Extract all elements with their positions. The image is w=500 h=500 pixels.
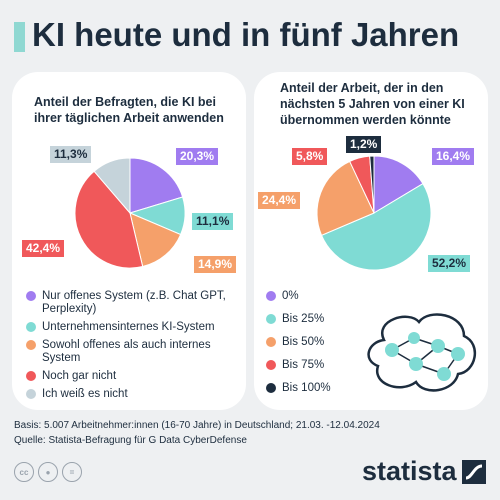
title-accent-bar xyxy=(14,22,25,52)
data-label: 5,8% xyxy=(292,148,328,165)
legend-label: Bis 50% xyxy=(282,336,325,348)
pie-slice xyxy=(369,155,375,214)
legend-label: Ich weiß es nicht xyxy=(42,388,128,400)
data-label: 42,4% xyxy=(22,240,65,257)
legend-item: Noch gar nicht xyxy=(26,370,241,383)
legend-label: Bis 100% xyxy=(282,382,331,394)
legend-label: Unternehmensinternes KI-System xyxy=(42,321,215,333)
legend-item: Unternehmensinternes KI-System xyxy=(26,321,241,334)
legend-label: Bis 75% xyxy=(282,359,325,371)
chart-title-left: Anteil der Befragten, die KI bei ihrer t… xyxy=(34,95,224,125)
legend-dot-icon xyxy=(26,371,36,381)
legend-dot-icon xyxy=(266,337,276,347)
data-label: 24,4% xyxy=(258,192,301,209)
legend-dot-icon xyxy=(26,389,36,399)
legend-label: Bis 25% xyxy=(282,313,325,325)
pie-slice xyxy=(129,157,184,214)
legend-dot-icon xyxy=(266,314,276,324)
data-label: 14,9% xyxy=(194,256,237,273)
pie-slice xyxy=(320,182,432,271)
cc-icon[interactable]: cc xyxy=(14,462,34,482)
pie-slice xyxy=(74,170,144,269)
license-icons: cc ● = xyxy=(14,462,82,482)
legend-item: Ich weiß es nicht xyxy=(26,388,241,401)
pie-chart-right xyxy=(316,155,432,271)
statista-logo[interactable]: statista xyxy=(362,456,457,486)
footer: Basis: 5.007 Arbeitnehmer:innen (16-70 J… xyxy=(14,418,494,448)
legend-item: Bis 25% xyxy=(266,313,481,326)
data-label: 20,3% xyxy=(176,148,219,165)
legend-item: Bis 50% xyxy=(266,336,481,349)
equals-icon[interactable]: = xyxy=(62,462,82,482)
data-label: 11,1% xyxy=(192,213,234,230)
chart-card-right: Anteil der Arbeit, der in den nächsten 5… xyxy=(254,72,488,410)
legend-dot-icon xyxy=(26,291,36,301)
pie-slice xyxy=(316,160,375,236)
legend-item: 0% xyxy=(266,290,481,303)
legend-item: Sowohl offenes als auch internes System xyxy=(26,339,241,365)
page-title: KI heute und in fünf Jahren xyxy=(32,16,460,53)
chart-card-left: Anteil der Befragten, die KI bei ihrer t… xyxy=(12,72,246,410)
legend-left: Nur offenes System (z.B. Chat GPT, Perpl… xyxy=(26,290,241,406)
legend-label: Sowohl offenes als auch internes System xyxy=(42,339,211,364)
legend-dot-icon xyxy=(266,291,276,301)
legend-label: Noch gar nicht xyxy=(42,370,117,382)
legend-label: Nur offenes System (z.B. Chat GPT, Perpl… xyxy=(42,290,226,315)
legend-dot-icon xyxy=(266,360,276,370)
data-label: 1,2% xyxy=(346,136,382,153)
brain-network-icon xyxy=(367,313,477,392)
legend-label: 0% xyxy=(282,290,299,302)
legend-item: Nur offenes System (z.B. Chat GPT, Perpl… xyxy=(26,290,241,316)
data-label: 52,2% xyxy=(428,255,471,272)
person-icon[interactable]: ● xyxy=(38,462,58,482)
footer-source: Quelle: Statista-Befragung für G Data Cy… xyxy=(14,435,247,446)
legend-dot-icon xyxy=(26,340,36,350)
data-label: 16,4% xyxy=(432,148,475,165)
footer-basis: Basis: 5.007 Arbeitnehmer:innen (16-70 J… xyxy=(14,420,380,431)
legend-item: Bis 75% xyxy=(266,359,481,372)
chart-title-right: Anteil der Arbeit, der in den nächsten 5… xyxy=(280,81,465,127)
statista-logo-icon[interactable] xyxy=(462,460,486,484)
pie-slice xyxy=(373,155,424,214)
data-label: 11,3% xyxy=(50,146,92,163)
legend-dot-icon xyxy=(266,383,276,393)
pie-chart-left xyxy=(74,157,186,269)
pie-slice xyxy=(129,212,182,268)
pie-slice xyxy=(93,157,131,215)
legend-right: 0% Bis 25% Bis 50% Bis 75% Bis 100% xyxy=(266,290,481,405)
legend-item: Bis 100% xyxy=(266,382,481,395)
legend-dot-icon xyxy=(26,322,36,332)
